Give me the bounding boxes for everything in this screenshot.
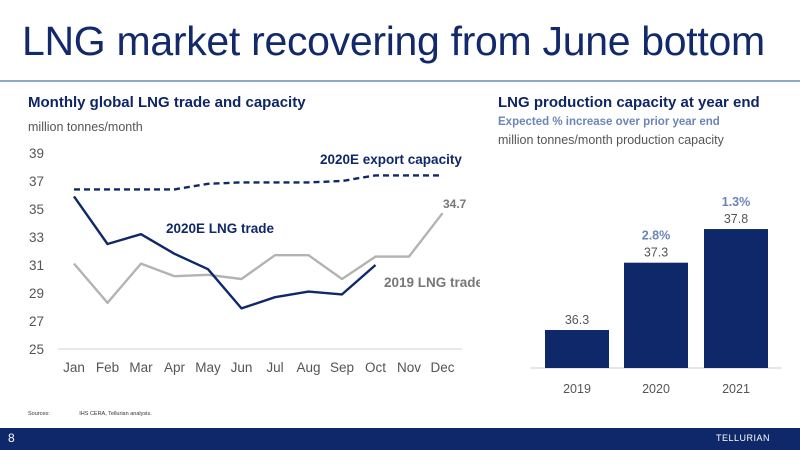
bar-value-label: 36.3 xyxy=(565,313,589,327)
series-line-export-capacity xyxy=(74,174,443,191)
x-tick-label: Apr xyxy=(164,360,186,375)
bar-category-label: 2019 xyxy=(563,382,591,396)
right-chart-note: Expected % increase over prior year end xyxy=(498,116,720,128)
y-tick-label: 31 xyxy=(29,258,44,273)
slide-title: LNG market recovering from June bottom xyxy=(22,18,765,64)
bar-chart: 36.3 2019 37.3 2.8% 2020 37.8 1.3% 2021 xyxy=(530,195,782,396)
bar-2020 xyxy=(624,262,688,368)
series-line-lng-trade-2020 xyxy=(73,195,377,310)
bar-category-label: 2020 xyxy=(642,382,670,396)
x-tick-label: May xyxy=(195,360,221,375)
title-divider xyxy=(0,80,800,82)
y-tick-label: 37 xyxy=(29,174,44,189)
left-chart-units: million tonnes/month xyxy=(28,120,143,134)
x-tick-label: Jul xyxy=(266,360,283,375)
series-label-lng-trade-2019: 2019 LNG trade xyxy=(384,275,480,290)
y-tick-label: 39 xyxy=(29,146,44,161)
sources-note: Sources: IHS CERA, Tellurian analysis. xyxy=(28,411,180,417)
footer-bar: 8 TELLURIAN xyxy=(0,428,800,450)
page-number: 8 xyxy=(8,431,15,445)
x-tick-label: Aug xyxy=(296,360,320,375)
bar-value-label: 37.3 xyxy=(644,246,668,260)
series-label-export-capacity: 2020E export capacity xyxy=(320,152,462,167)
y-tick-label: 29 xyxy=(29,286,44,301)
y-tick-label: 27 xyxy=(29,314,44,329)
bar-pct-label: 2.8% xyxy=(642,229,671,243)
x-tick-label: Mar xyxy=(129,360,153,375)
x-tick-label: Nov xyxy=(397,360,421,375)
y-tick-label: 25 xyxy=(29,342,44,357)
y-tick-label: 33 xyxy=(29,230,44,245)
series-label-lng-trade-2020: 2020E LNG trade xyxy=(166,221,275,236)
data-label-dec-2019: 34.7 xyxy=(443,197,467,211)
x-tick-label: Dec xyxy=(430,360,454,375)
x-tick-label: Oct xyxy=(365,360,386,375)
bar-pct-label: 1.3% xyxy=(722,195,751,209)
bar-value-label: 37.8 xyxy=(724,212,748,226)
bar-2021 xyxy=(704,229,768,368)
right-chart-title: LNG production capacity at year end xyxy=(498,94,760,111)
right-chart-units: million tonnes/month production capacity xyxy=(498,133,724,147)
tellurian-logo: TELLURIAN xyxy=(715,433,770,443)
x-tick-label: Jun xyxy=(231,360,253,375)
sources-text: IHS CERA, Tellurian analysis. xyxy=(79,411,152,417)
left-chart-title: Monthly global LNG trade and capacity xyxy=(28,94,306,111)
y-tick-label: 35 xyxy=(29,202,44,217)
line-chart: 25 27 29 31 33 35 37 39 Jan Feb Mar Apr May Jun Jul Aug… xyxy=(29,146,480,375)
bar-2019 xyxy=(545,330,609,368)
x-tick-label: Sep xyxy=(330,360,354,375)
bar-category-label: 2021 xyxy=(722,382,750,396)
series-line-lng-trade-2019 xyxy=(73,212,444,304)
x-tick-label: Feb xyxy=(96,360,119,375)
x-tick-label: Jan xyxy=(63,360,85,375)
sources-label: Sources: xyxy=(28,411,50,417)
